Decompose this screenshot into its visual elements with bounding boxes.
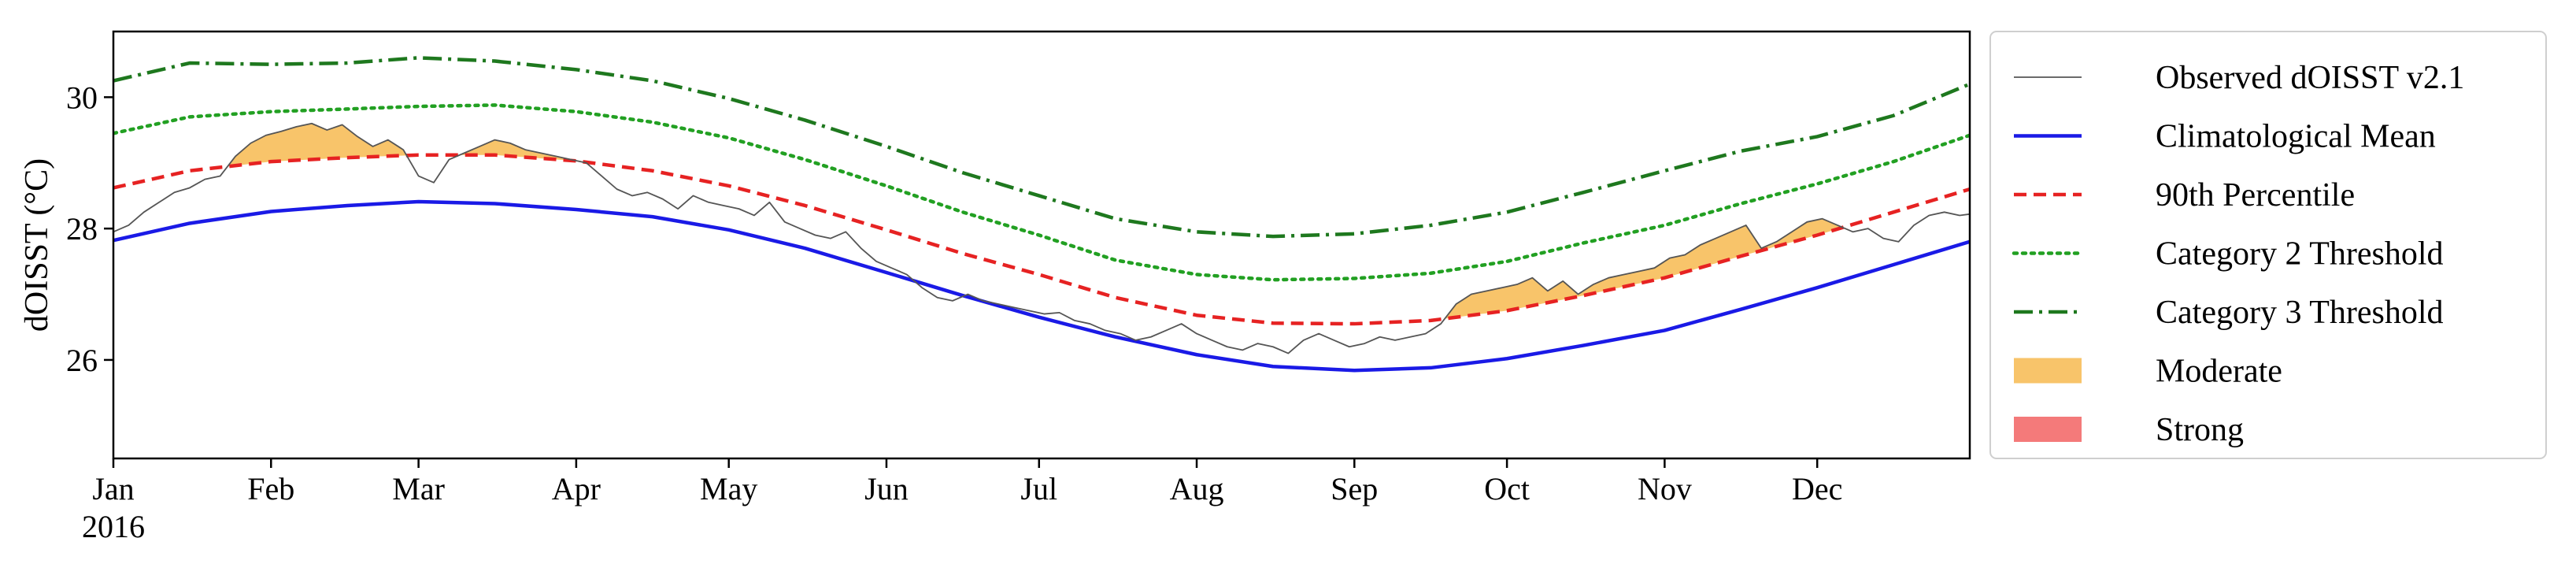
x-tick-label-jun: Jun <box>864 471 909 506</box>
y-tick-label-30: 30 <box>66 80 98 115</box>
x-tick-label-may: May <box>700 471 757 506</box>
legend-item-cat3: Category 3 Threshold <box>2014 295 2444 331</box>
y-tick-label-26: 26 <box>66 343 98 378</box>
x-tick-label-aug: Aug <box>1170 471 1224 506</box>
y-axis-label: dOISST (°C) <box>19 158 55 332</box>
legend-item-strong: Strong <box>2014 412 2244 448</box>
x-tick-label-mar: Mar <box>392 471 445 506</box>
series-line-mean <box>113 199 1970 373</box>
x-tick-label-feb: Feb <box>247 471 294 506</box>
legend-item-mean: Climatological Mean <box>2014 119 2436 155</box>
heatwave-fill-layer <box>228 123 1841 319</box>
y-tick-label-28: 28 <box>66 211 98 247</box>
series-layer <box>113 56 1970 373</box>
x-tick-label-oct: Oct <box>1484 471 1530 506</box>
legend-item-p90: 90th Percentile <box>2014 177 2355 213</box>
x-axis-year-label: 2016 <box>82 509 145 544</box>
series-line-p90 <box>113 153 1970 326</box>
legend-label-cat2: Category 2 Threshold <box>2156 236 2444 273</box>
legend-item-moderate: Moderate <box>2014 354 2282 390</box>
moderate-heatwave-fill-2 <box>1445 218 1841 319</box>
legend-handle-moderate <box>2014 358 2082 384</box>
moderate-heatwave-fill-1 <box>461 139 576 161</box>
x-tick-label-jul: Jul <box>1020 471 1057 506</box>
legend-label-strong: Strong <box>2156 412 2244 448</box>
plot-area-frame <box>112 30 1971 460</box>
legend: Observed dOISST v2.1 Climatological Mean 9… <box>1989 31 2547 459</box>
legend-label-moderate: Moderate <box>2156 354 2282 390</box>
legend-label-mean: Climatological Mean <box>2156 119 2436 155</box>
x-tick-label-sep: Sep <box>1331 471 1378 506</box>
x-tick-label-jan: Jan <box>92 471 134 506</box>
series-line-cat2 <box>113 103 1970 282</box>
legend-item-observed: Observed dOISST v2.1 <box>2014 60 2464 96</box>
x-tick-label-apr: Apr <box>552 471 601 506</box>
series-line-cat3 <box>113 56 1970 239</box>
legend-handle-strong <box>2014 417 2082 442</box>
legend-box <box>1989 31 2547 459</box>
x-tick-label-nov: Nov <box>1638 471 1692 506</box>
axes: 26 28 30 Jan Feb Mar Apr May Jun Jul Aug Sep Oct Nov D… <box>66 80 1842 506</box>
x-tick-label-dec: Dec <box>1792 471 1842 506</box>
series-line-observed <box>113 122 1970 354</box>
legend-label-cat3: Category 3 Threshold <box>2156 295 2444 331</box>
legend-label-observed: Observed dOISST v2.1 <box>2156 60 2464 96</box>
legend-item-cat2: Category 2 Threshold <box>2012 236 2444 273</box>
legend-label-p90: 90th Percentile <box>2156 177 2355 213</box>
